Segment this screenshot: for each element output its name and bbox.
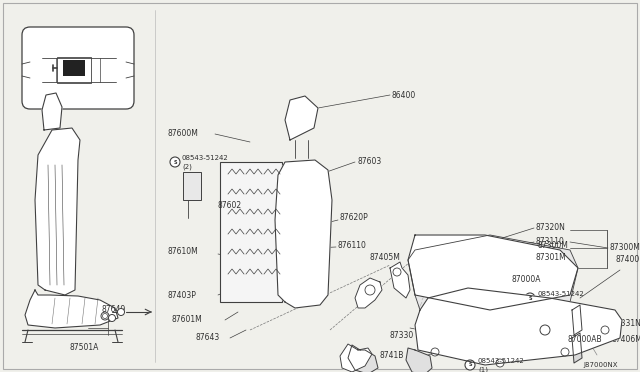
Text: 87602: 87602: [218, 201, 242, 209]
Circle shape: [561, 348, 569, 356]
Text: 08543-51242: 08543-51242: [478, 358, 525, 364]
Text: 08543-51242: 08543-51242: [182, 155, 228, 161]
Circle shape: [496, 359, 504, 367]
Text: 87405M: 87405M: [369, 253, 400, 263]
Text: 87330: 87330: [390, 330, 414, 340]
Text: 873110: 873110: [536, 237, 565, 247]
Polygon shape: [390, 262, 410, 298]
Text: (1): (1): [478, 367, 488, 372]
Bar: [183, 172, 201, 200]
Text: 87649: 87649: [102, 305, 126, 314]
Circle shape: [118, 308, 125, 315]
Polygon shape: [572, 333, 582, 363]
Circle shape: [540, 325, 550, 335]
Text: 87610M: 87610M: [168, 247, 199, 257]
Polygon shape: [408, 235, 578, 310]
Text: S: S: [528, 295, 532, 301]
Text: 87300M: 87300M: [538, 241, 569, 250]
Text: 87601M: 87601M: [172, 315, 203, 324]
Text: 08543-51242: 08543-51242: [538, 291, 585, 297]
Circle shape: [109, 314, 115, 321]
Polygon shape: [355, 278, 382, 308]
Text: 87320N: 87320N: [536, 224, 566, 232]
Bar: [63, 60, 85, 76]
Circle shape: [356, 354, 364, 362]
Text: 87501A: 87501A: [70, 343, 99, 352]
Text: S: S: [173, 160, 177, 164]
Text: 8741B: 8741B: [380, 350, 404, 359]
Text: 87603: 87603: [357, 157, 381, 167]
Text: 87301M: 87301M: [536, 253, 567, 263]
FancyBboxPatch shape: [22, 27, 134, 109]
Circle shape: [170, 157, 180, 167]
Text: 87000A: 87000A: [512, 276, 541, 285]
Polygon shape: [406, 348, 432, 372]
Polygon shape: [572, 305, 582, 335]
Text: S: S: [468, 362, 472, 368]
Polygon shape: [275, 160, 332, 308]
Polygon shape: [340, 344, 372, 372]
Polygon shape: [285, 96, 318, 140]
Polygon shape: [35, 128, 80, 295]
Text: 87620P: 87620P: [340, 214, 369, 222]
Text: 87406M: 87406M: [612, 336, 640, 344]
Text: 87400: 87400: [615, 256, 639, 264]
Circle shape: [465, 360, 475, 370]
Circle shape: [601, 326, 609, 334]
Circle shape: [393, 268, 401, 276]
Text: (1): (1): [538, 300, 548, 306]
Text: J87000NX: J87000NX: [584, 362, 618, 368]
Bar: [168, 140, 368, 330]
Text: 87300M: 87300M: [609, 244, 640, 253]
Polygon shape: [408, 235, 578, 318]
Polygon shape: [415, 288, 622, 365]
Polygon shape: [42, 93, 62, 130]
Text: 87643: 87643: [195, 334, 220, 343]
Bar: [220, 162, 282, 302]
Circle shape: [365, 285, 375, 295]
Bar: [57, 57, 91, 83]
Text: 87600M: 87600M: [168, 128, 199, 138]
Circle shape: [101, 312, 109, 320]
Circle shape: [431, 348, 439, 356]
Text: 87000AB: 87000AB: [568, 336, 603, 344]
Circle shape: [525, 293, 535, 303]
Text: 87403P: 87403P: [168, 291, 197, 299]
Text: 876110: 876110: [338, 241, 367, 250]
Polygon shape: [348, 345, 378, 372]
Text: (2): (2): [182, 164, 192, 170]
Text: 86400: 86400: [392, 90, 416, 99]
Text: 87331N: 87331N: [612, 320, 640, 328]
Polygon shape: [25, 290, 118, 328]
